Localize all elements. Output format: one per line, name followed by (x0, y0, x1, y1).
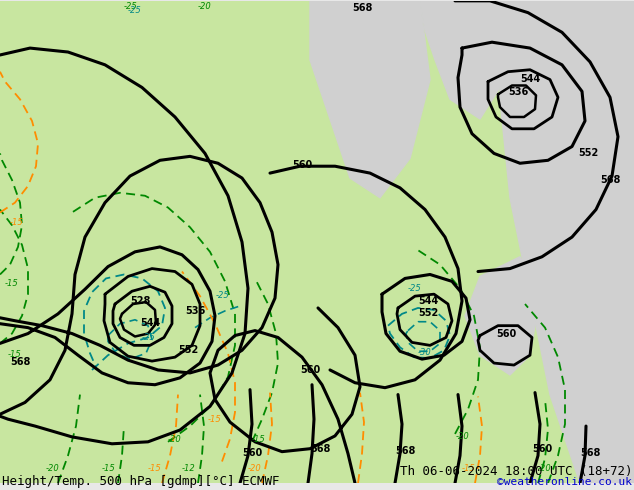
Text: 560: 560 (496, 329, 516, 340)
Text: Height/Temp. 500 hPa [gdmp][°C] ECMWF: Height/Temp. 500 hPa [gdmp][°C] ECMWF (2, 475, 280, 489)
Text: 528: 528 (130, 296, 150, 306)
Text: -25: -25 (141, 333, 155, 343)
Text: -15: -15 (208, 415, 222, 424)
Text: 544: 544 (418, 296, 438, 306)
Text: -20: -20 (455, 432, 469, 441)
Text: 552: 552 (578, 148, 598, 158)
Text: ©weatheronline.co.uk: ©weatheronline.co.uk (497, 477, 632, 487)
Text: 560: 560 (532, 443, 552, 454)
Text: -20: -20 (168, 435, 182, 444)
Text: 568: 568 (352, 2, 372, 13)
Text: -30: -30 (418, 348, 432, 357)
Text: 568: 568 (600, 175, 620, 185)
Text: 560: 560 (292, 160, 312, 170)
Text: 560: 560 (242, 447, 262, 458)
Text: -12: -12 (181, 465, 195, 473)
Text: -25: -25 (215, 291, 229, 300)
Polygon shape (465, 257, 540, 375)
Text: 560: 560 (300, 365, 320, 375)
Text: 568: 568 (310, 443, 330, 454)
Text: 536: 536 (508, 87, 528, 98)
Text: -15: -15 (148, 465, 162, 473)
Text: 544: 544 (140, 318, 160, 328)
Text: 568: 568 (10, 357, 30, 367)
Text: -25: -25 (123, 1, 137, 11)
Text: -15: -15 (8, 350, 22, 359)
Text: -20: -20 (248, 465, 262, 473)
Text: 568: 568 (395, 445, 415, 456)
Text: -15: -15 (251, 435, 265, 444)
Text: -15: -15 (10, 218, 23, 227)
Polygon shape (500, 1, 634, 483)
Text: -15: -15 (101, 465, 115, 473)
Text: 552: 552 (418, 308, 438, 318)
Text: 552: 552 (178, 345, 198, 355)
Text: 544: 544 (520, 74, 540, 84)
Text: -25: -25 (408, 284, 422, 293)
Text: -25: -25 (128, 6, 142, 15)
Text: -15: -15 (461, 465, 475, 473)
Text: -20: -20 (198, 1, 212, 11)
Text: Th 06-06-2024 18:00 UTC (18+72): Th 06-06-2024 18:00 UTC (18+72) (399, 466, 632, 478)
Text: -20: -20 (45, 465, 59, 473)
Text: -20: -20 (538, 465, 552, 473)
Text: -15: -15 (5, 279, 19, 288)
Polygon shape (420, 1, 505, 119)
Text: 568: 568 (580, 447, 600, 458)
Text: 536: 536 (185, 306, 205, 316)
Polygon shape (310, 1, 430, 197)
